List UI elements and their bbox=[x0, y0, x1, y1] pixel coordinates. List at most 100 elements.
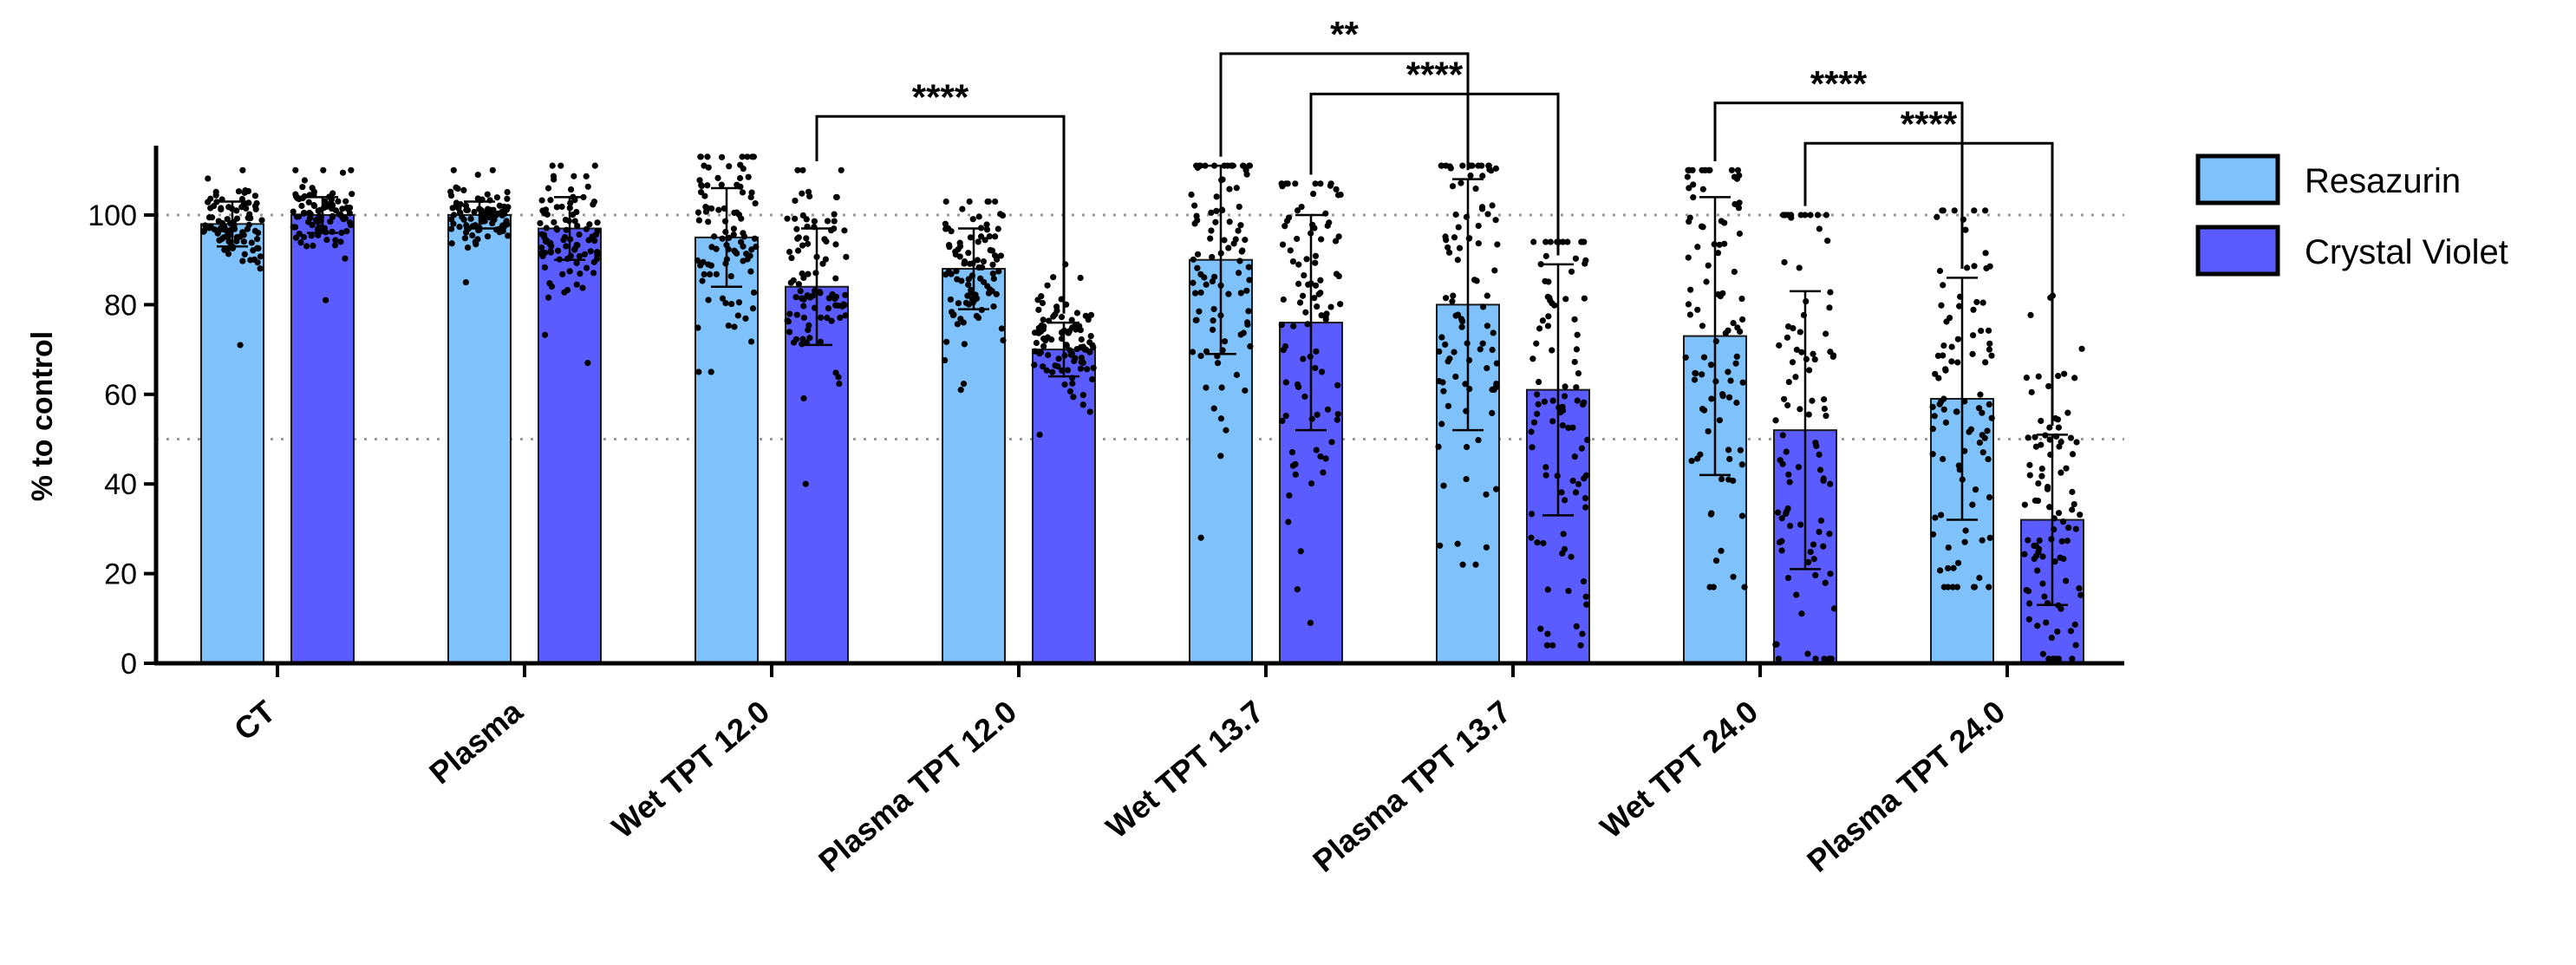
data-point bbox=[1949, 584, 1956, 590]
data-point bbox=[1931, 413, 1938, 420]
data-point bbox=[1210, 405, 1217, 412]
data-point bbox=[1939, 207, 1946, 214]
data-point bbox=[737, 161, 744, 168]
data-point bbox=[742, 315, 749, 322]
data-point bbox=[1312, 282, 1320, 289]
data-point bbox=[323, 203, 330, 211]
data-point bbox=[1445, 244, 1451, 251]
data-point bbox=[1565, 587, 1572, 595]
data-point bbox=[1304, 321, 1311, 328]
data-point bbox=[1988, 414, 1995, 421]
data-point bbox=[805, 188, 812, 195]
data-point bbox=[1830, 352, 1837, 359]
data-point bbox=[299, 184, 306, 191]
data-point bbox=[1940, 395, 1947, 402]
data-point bbox=[574, 242, 581, 249]
data-point bbox=[1789, 359, 1797, 366]
data-point bbox=[200, 228, 207, 235]
data-point bbox=[739, 189, 747, 196]
data-point bbox=[1973, 298, 1980, 306]
data-point bbox=[990, 275, 997, 283]
data-point bbox=[248, 239, 255, 246]
significance-annotations: ********** ******** bbox=[815, 14, 2054, 426]
data-point bbox=[1806, 367, 1813, 374]
data-point bbox=[1583, 601, 1590, 608]
data-point bbox=[750, 289, 758, 297]
data-point bbox=[1285, 518, 1292, 525]
data-point bbox=[800, 314, 808, 322]
data-point bbox=[1784, 401, 1791, 409]
data-point bbox=[1820, 543, 1827, 550]
data-point bbox=[747, 193, 754, 201]
data-point bbox=[1292, 471, 1299, 478]
data-point bbox=[1281, 342, 1289, 350]
data-point bbox=[747, 338, 755, 345]
data-point bbox=[348, 166, 355, 173]
data-point bbox=[1728, 166, 1736, 173]
data-point bbox=[809, 292, 817, 299]
data-point bbox=[1475, 436, 1482, 444]
data-point bbox=[305, 218, 312, 225]
data-point bbox=[985, 290, 993, 297]
data-point bbox=[1066, 388, 1073, 394]
data-point bbox=[2026, 472, 2033, 479]
data-point bbox=[1458, 179, 1464, 186]
data-point bbox=[965, 276, 972, 283]
data-point bbox=[1807, 212, 1814, 218]
data-point bbox=[1473, 277, 1480, 284]
data-point bbox=[1781, 212, 1788, 218]
data-point bbox=[1210, 273, 1218, 280]
data-point bbox=[1810, 350, 1816, 357]
data-point bbox=[1705, 427, 1712, 435]
data-point bbox=[562, 216, 570, 224]
significance-label: **** bbox=[1901, 103, 1958, 144]
significance-label: **** bbox=[1406, 54, 1464, 95]
data-point bbox=[1203, 384, 1210, 391]
data-point bbox=[1810, 556, 1817, 563]
data-point bbox=[563, 226, 570, 233]
data-point bbox=[474, 236, 481, 243]
data-point bbox=[1225, 290, 1232, 297]
data-point bbox=[2032, 443, 2040, 450]
data-point bbox=[323, 236, 330, 244]
data-point bbox=[1977, 391, 1984, 398]
y-tick-label: 40 bbox=[104, 468, 137, 501]
data-point bbox=[1537, 261, 1544, 268]
data-point bbox=[1193, 316, 1200, 323]
data-point bbox=[453, 184, 460, 191]
data-point bbox=[1494, 241, 1501, 248]
data-point bbox=[1821, 655, 1828, 662]
data-point bbox=[571, 173, 577, 179]
data-point bbox=[697, 153, 704, 160]
data-point bbox=[965, 250, 972, 257]
data-point bbox=[1210, 305, 1217, 313]
data-point bbox=[1492, 217, 1499, 224]
data-point bbox=[1827, 655, 1834, 662]
data-point bbox=[1299, 292, 1307, 299]
data-point bbox=[564, 286, 571, 294]
data-point bbox=[253, 199, 260, 207]
data-point bbox=[1804, 650, 1811, 657]
data-point bbox=[1335, 233, 1342, 240]
data-point bbox=[1571, 358, 1578, 366]
data-point bbox=[1798, 349, 1805, 355]
data-point bbox=[2072, 525, 2079, 532]
data-point bbox=[1191, 202, 1198, 209]
data-point bbox=[1040, 323, 1047, 330]
data-point bbox=[1477, 346, 1484, 353]
data-point bbox=[1718, 218, 1725, 225]
legend: Resazurin Crystal Violet bbox=[2195, 153, 2508, 277]
data-point bbox=[1436, 348, 1443, 355]
data-point bbox=[733, 250, 740, 257]
data-point bbox=[1337, 301, 1344, 308]
data-point bbox=[998, 325, 1006, 332]
data-point bbox=[1324, 406, 1332, 413]
data-point bbox=[1301, 271, 1308, 279]
data-point bbox=[832, 275, 839, 282]
data-point bbox=[1328, 439, 1335, 446]
data-point bbox=[1796, 264, 1803, 271]
data-point bbox=[795, 281, 802, 288]
data-point bbox=[1544, 293, 1551, 300]
data-point bbox=[2039, 650, 2046, 657]
